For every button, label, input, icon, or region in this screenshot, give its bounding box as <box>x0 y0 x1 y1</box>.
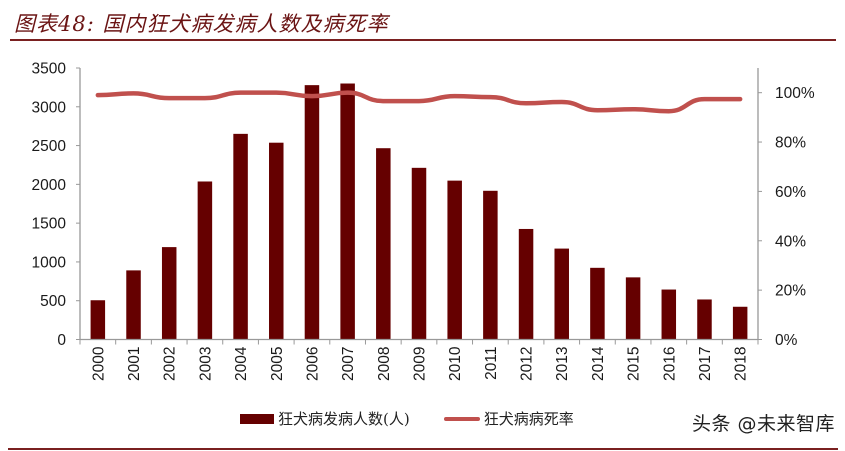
x-tick-label: 2008 <box>376 347 393 381</box>
mortality-line <box>95 90 743 114</box>
bar-2013 <box>554 248 569 340</box>
line-swatch-icon <box>443 416 480 421</box>
x-tick-label: 2003 <box>197 347 214 381</box>
legend-item-mortality: 狂犬病病死率 <box>443 408 574 429</box>
right-tick-label: 20% <box>775 283 806 300</box>
bar-2007 <box>340 83 355 340</box>
left-tick-label: 1000 <box>32 254 67 271</box>
legend-label-mortality: 狂犬病病死率 <box>483 410 574 428</box>
left-tick-label: 2000 <box>32 177 67 194</box>
left-tick-label: 3000 <box>32 99 67 116</box>
watermark: 头条 @未来智库 <box>691 413 835 435</box>
bar-2006 <box>304 85 320 340</box>
bar-2000 <box>90 300 106 340</box>
left-tick-label: 2500 <box>32 138 67 155</box>
bar-2015 <box>625 277 641 340</box>
bar-2003 <box>197 181 213 340</box>
x-tick-label: 2004 <box>233 346 250 381</box>
left-tick-label: 500 <box>40 293 66 310</box>
x-tick-label: 2006 <box>304 347 321 381</box>
x-tick-label: 2015 <box>626 347 643 381</box>
x-tick-label: 2011 <box>483 347 500 380</box>
x-tick-label: 2018 <box>733 347 750 381</box>
right-tick-label: 60% <box>775 184 806 201</box>
bar-2012 <box>518 228 534 340</box>
x-tick-label: 2005 <box>269 347 286 381</box>
x-tick-label: 2007 <box>340 347 357 381</box>
bar-2017 <box>697 299 712 340</box>
x-tick-label: 2002 <box>162 347 179 381</box>
combo-chart: 0 500 1000 1500 2000 2500 3000 3500 0% 20% 40% 60% 8… <box>32 61 815 381</box>
legend-item-cases: 狂犬病发病人数(人) <box>240 408 410 429</box>
x-tick-label: 2001 <box>126 347 143 381</box>
bar-2002 <box>161 247 177 340</box>
x-tick-label: 2009 <box>412 347 429 381</box>
x-tick-label: 2012 <box>519 347 536 381</box>
title-divider <box>10 39 836 41</box>
right-tick-label: 0% <box>775 332 798 349</box>
x-tick-label: 2010 <box>447 346 464 381</box>
bar-2005 <box>269 142 284 340</box>
x-tick-label: 2000 <box>90 346 107 381</box>
left-tick-label: 1500 <box>32 216 67 233</box>
bar-2016 <box>661 289 677 340</box>
bottom-divider <box>8 448 838 450</box>
x-tick-label: 2014 <box>590 346 607 381</box>
bar-swatch-icon <box>240 413 274 424</box>
bar-2008 <box>376 148 391 340</box>
right-tick-label: 100% <box>775 85 815 102</box>
left-tick-label: 0 <box>57 332 66 349</box>
right-tick-label: 40% <box>775 233 806 250</box>
legend-label-cases: 狂犬病发病人数(人) <box>278 410 410 428</box>
bar-2018 <box>732 306 748 340</box>
x-tick-label: 2017 <box>697 347 714 381</box>
bar-2009 <box>411 167 427 340</box>
left-tick-label: 3500 <box>32 61 67 78</box>
right-tick-label: 80% <box>775 135 806 152</box>
bar-2001 <box>126 270 141 340</box>
bar-2010 <box>447 180 462 340</box>
x-tick-label: 2016 <box>661 347 678 381</box>
chart-title: 图表48: 国内狂犬病发病人数及病死率 <box>14 12 389 36</box>
x-tick-label: 2013 <box>554 347 571 381</box>
bar-2014 <box>590 267 605 340</box>
chart-legend: 狂犬病发病人数(人) 狂犬病病死率 <box>240 408 608 429</box>
bar-2011 <box>483 190 498 340</box>
bar-2004 <box>233 133 248 340</box>
